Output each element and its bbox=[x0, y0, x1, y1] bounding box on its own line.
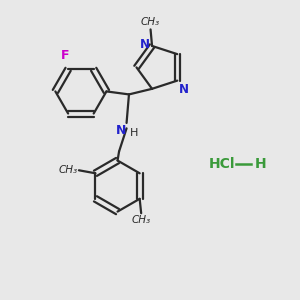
Text: HCl: HCl bbox=[209, 157, 236, 170]
Text: N: N bbox=[140, 38, 150, 51]
Text: CH₃: CH₃ bbox=[58, 165, 77, 175]
Text: H: H bbox=[130, 128, 138, 138]
Text: CH₃: CH₃ bbox=[141, 17, 160, 27]
Text: H: H bbox=[255, 157, 267, 170]
Text: N: N bbox=[116, 124, 126, 137]
Text: CH₃: CH₃ bbox=[132, 215, 151, 225]
Text: N: N bbox=[179, 83, 189, 96]
Text: F: F bbox=[61, 49, 69, 62]
